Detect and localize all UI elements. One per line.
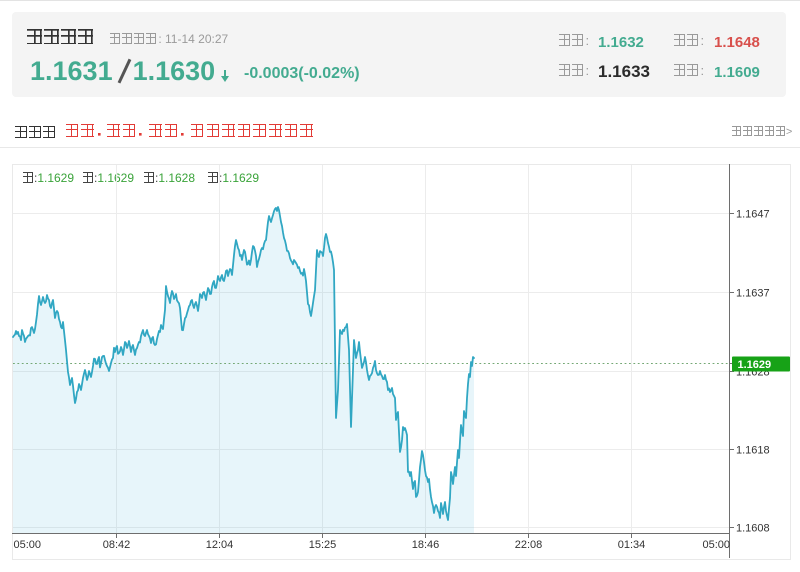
svg-text:05:00: 05:00 (702, 539, 730, 551)
svg-text:05:00: 05:00 (14, 539, 42, 551)
svg-text:08:42: 08:42 (103, 539, 131, 551)
svg-text:15:25: 15:25 (309, 539, 337, 551)
svg-text:1.1647: 1.1647 (736, 209, 770, 221)
svg-text:18:46: 18:46 (412, 539, 440, 551)
svg-text:01:34: 01:34 (618, 539, 646, 551)
svg-text:22:08: 22:08 (515, 539, 543, 551)
svg-text:1.1637: 1.1637 (736, 288, 770, 300)
svg-text:1.1608: 1.1608 (736, 523, 770, 535)
svg-text:1.1629: 1.1629 (738, 359, 772, 371)
svg-text:1.1618: 1.1618 (736, 445, 770, 457)
svg-text:12:04: 12:04 (206, 539, 234, 551)
